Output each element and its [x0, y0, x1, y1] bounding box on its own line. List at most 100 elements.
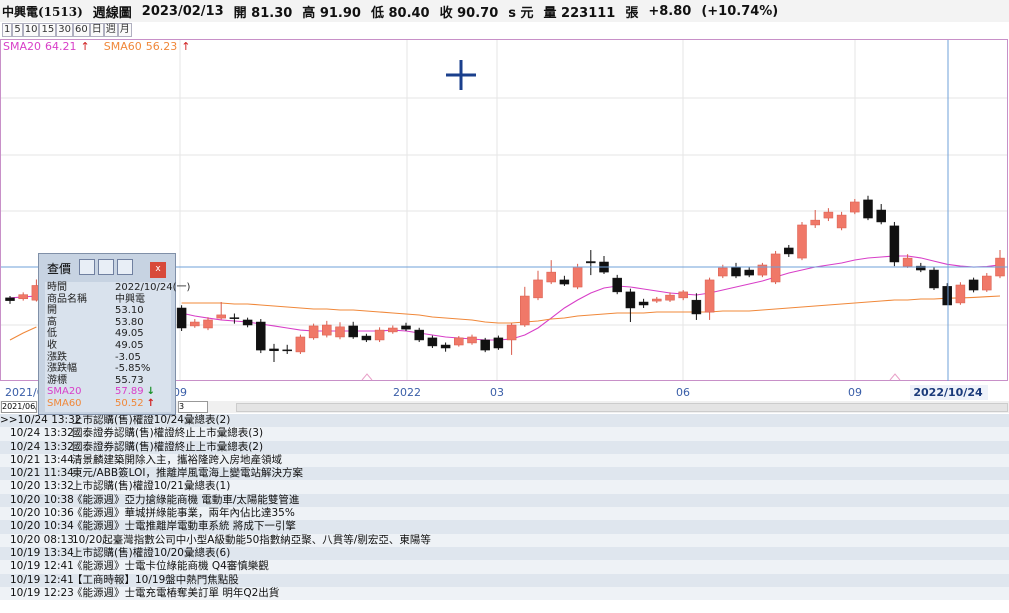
candle-body: [546, 271, 556, 283]
sma-value: 57.89: [115, 386, 144, 398]
period-button[interactable]: 月: [117, 23, 132, 37]
tooltip-value: 53.10: [115, 305, 144, 317]
legend-text: ↑: [81, 40, 90, 53]
scroll-step[interactable]: 3: [178, 401, 208, 413]
news-row[interactable]: 10/21 13:44 清景麟建築開除入主，攜裕隆跨入房地產領域: [0, 453, 1009, 468]
news-row[interactable]: >>10/24 13:32 上市認購(售)權證10/24彙總表(2): [0, 414, 1009, 428]
tooltip-value: 53.80: [115, 316, 144, 328]
candle-body: [704, 279, 715, 313]
tooltip-row: 商品名稱 中興電: [45, 294, 171, 306]
period-button[interactable]: 10: [22, 23, 40, 37]
tool-icon[interactable]: [79, 259, 95, 275]
tooltip-value: 57.89 ↓: [115, 386, 155, 398]
candle-body: [414, 329, 424, 341]
quote-field: s 元: [508, 5, 534, 21]
candle-body: [190, 321, 200, 327]
legend-text: SMA20: [3, 40, 41, 53]
candle-body: [982, 275, 992, 291]
news-row[interactable]: 10/19 13:34 上市認購(售)權證10/20彙總表(6): [0, 546, 1009, 561]
period-button[interactable]: 1: [2, 23, 13, 37]
period-button[interactable]: 日: [89, 23, 104, 37]
candle-body: [216, 314, 226, 319]
news-row[interactable]: 10/20 10:34 《能源週》士電推離岸電動車系統 將成下一引擎: [0, 520, 1009, 534]
news-time: 10/19 12:23: [10, 586, 74, 599]
news-time: 10/20 08:13: [10, 533, 74, 546]
news-time: 10/24 13:32: [10, 440, 74, 453]
tooltip-label: 低: [47, 328, 57, 340]
close-button[interactable]: x: [150, 262, 166, 278]
period-button[interactable]: 週: [103, 23, 118, 37]
tooltip-value: -5.85%: [115, 363, 151, 375]
news-row[interactable]: 10/19 12:41 【工商時報】10/19盤中熱門焦點股: [0, 573, 1009, 587]
candle-body: [625, 291, 636, 309]
tooltip-value: 49.05: [115, 339, 144, 351]
quote-field: 週線圖: [92, 5, 132, 21]
news-title: 上市認購(售)權證10/20彙總表(6): [72, 546, 231, 559]
tool-icon[interactable]: [117, 259, 133, 275]
news-row[interactable]: 10/20 10:38 《能源週》亞力搶綠能商機 電動車/太陽能雙管進: [0, 493, 1009, 508]
candle-body: [850, 201, 860, 213]
candle-body: [586, 261, 596, 264]
news-title: 國泰證券認購(售)權證終止上市彙總表(2): [72, 440, 264, 453]
x-tick-label: 03: [490, 386, 504, 399]
news-row[interactable]: 10/20 13:32 上市認購(售)權證10/21彙總表(1): [0, 480, 1009, 494]
candle-body: [942, 286, 952, 306]
sma-arrow: ↑: [146, 397, 156, 409]
news-row[interactable]: 10/19 12:23 《能源週》士電充電樁奪美訂單 明年Q2出貨: [0, 586, 1009, 601]
candle-body: [784, 247, 794, 255]
news-title: 《能源週》士電推離岸電動車系統 將成下一引擎: [72, 520, 296, 533]
legend-text: SMA60: [104, 40, 142, 53]
candle-body: [968, 279, 979, 291]
candle-body: [18, 294, 28, 300]
candle-body: [665, 294, 675, 301]
news-row[interactable]: 10/20 08:13 10/20起臺灣指數公司中小型A級動能50指數納亞聚、八貫…: [0, 533, 1009, 547]
news-title: 上市認購(售)權證10/24彙總表(2): [72, 414, 231, 426]
news-row[interactable]: 10/20 10:36 《能源週》華城拼綠能事業，兩年內佔比達35%: [0, 507, 1009, 521]
news-row[interactable]: 10/24 13:32 國泰證券認購(售)權證終止上市彙總表(2): [0, 440, 1009, 454]
news-title: 《能源週》士電充電樁奪美訂單 明年Q2出貨: [72, 586, 280, 599]
legend-text: ↑: [181, 40, 190, 53]
period-button[interactable]: 60: [72, 23, 90, 37]
news-time: >>10/24 13:32: [0, 414, 82, 426]
tool-icon[interactable]: [98, 259, 114, 275]
period-button[interactable]: 30: [56, 23, 73, 37]
period-buttons: 1 5 10 15 30 60 日週月: [2, 23, 132, 37]
news-row[interactable]: 10/19 12:41 《能源週》士電卡位綠能商機 Q4審慎樂觀: [0, 560, 1009, 574]
news-title: 《能源週》亞力搶綠能商機 電動車/太陽能雙管進: [72, 493, 300, 506]
tooltip-row: 開 53.10: [45, 305, 171, 317]
news-row[interactable]: 10/21 11:34 東元/ABB簽LOI，推離岸風電海上變電站解決方案: [0, 467, 1009, 481]
tooltip-label: 漲跌幅: [47, 363, 77, 375]
x-tick-label: 09: [848, 386, 862, 399]
candle-body: [282, 349, 292, 352]
cursor-label-bg: [910, 385, 988, 400]
tooltip-row: 游標 55.73: [45, 375, 171, 387]
candle-body: [348, 325, 358, 338]
tooltip-row: 漲跌 -3.05: [45, 352, 171, 364]
candle-body: [797, 224, 807, 259]
news-title: 《能源週》士電卡位綠能商機 Q4審慎樂觀: [72, 560, 269, 573]
news-title: 《能源週》華城拼綠能事業，兩年內佔比達35%: [72, 507, 295, 520]
sma-line: [9, 295, 1001, 341]
candle-body: [335, 326, 345, 338]
candle-body: [506, 324, 517, 341]
news-time: 10/19 12:41: [10, 573, 74, 586]
tooltip-label: 時間: [47, 282, 67, 293]
candle-body: [269, 348, 279, 352]
x-tick-label: 06: [676, 386, 690, 399]
news-title: 清景麟建築開除入主，攜裕隆跨入房地產領域: [72, 453, 282, 466]
news-title: 10/20起臺灣指數公司中小型A級動能50指數納亞聚、八貫等/剔宏亞、東陽等: [72, 533, 431, 546]
candle-body: [533, 279, 543, 299]
news-title: 【工商時報】10/19盤中熱門焦點股: [72, 573, 239, 586]
candle-body: [256, 321, 266, 351]
quote-field: 張: [625, 5, 639, 21]
candle-body: [308, 325, 319, 339]
marker: [361, 373, 373, 381]
period-button[interactable]: 15: [39, 23, 57, 37]
candle-body: [427, 337, 438, 347]
candle-body: [559, 279, 570, 285]
news-time: 10/19 12:41: [10, 560, 74, 573]
tooltip-label: SMA20: [47, 386, 82, 398]
candle-body: [440, 344, 451, 349]
period-button[interactable]: 5: [12, 23, 23, 37]
news-row[interactable]: 10/24 13:32 國泰證券認購(售)權證終止上市彙總表(3): [0, 427, 1009, 441]
